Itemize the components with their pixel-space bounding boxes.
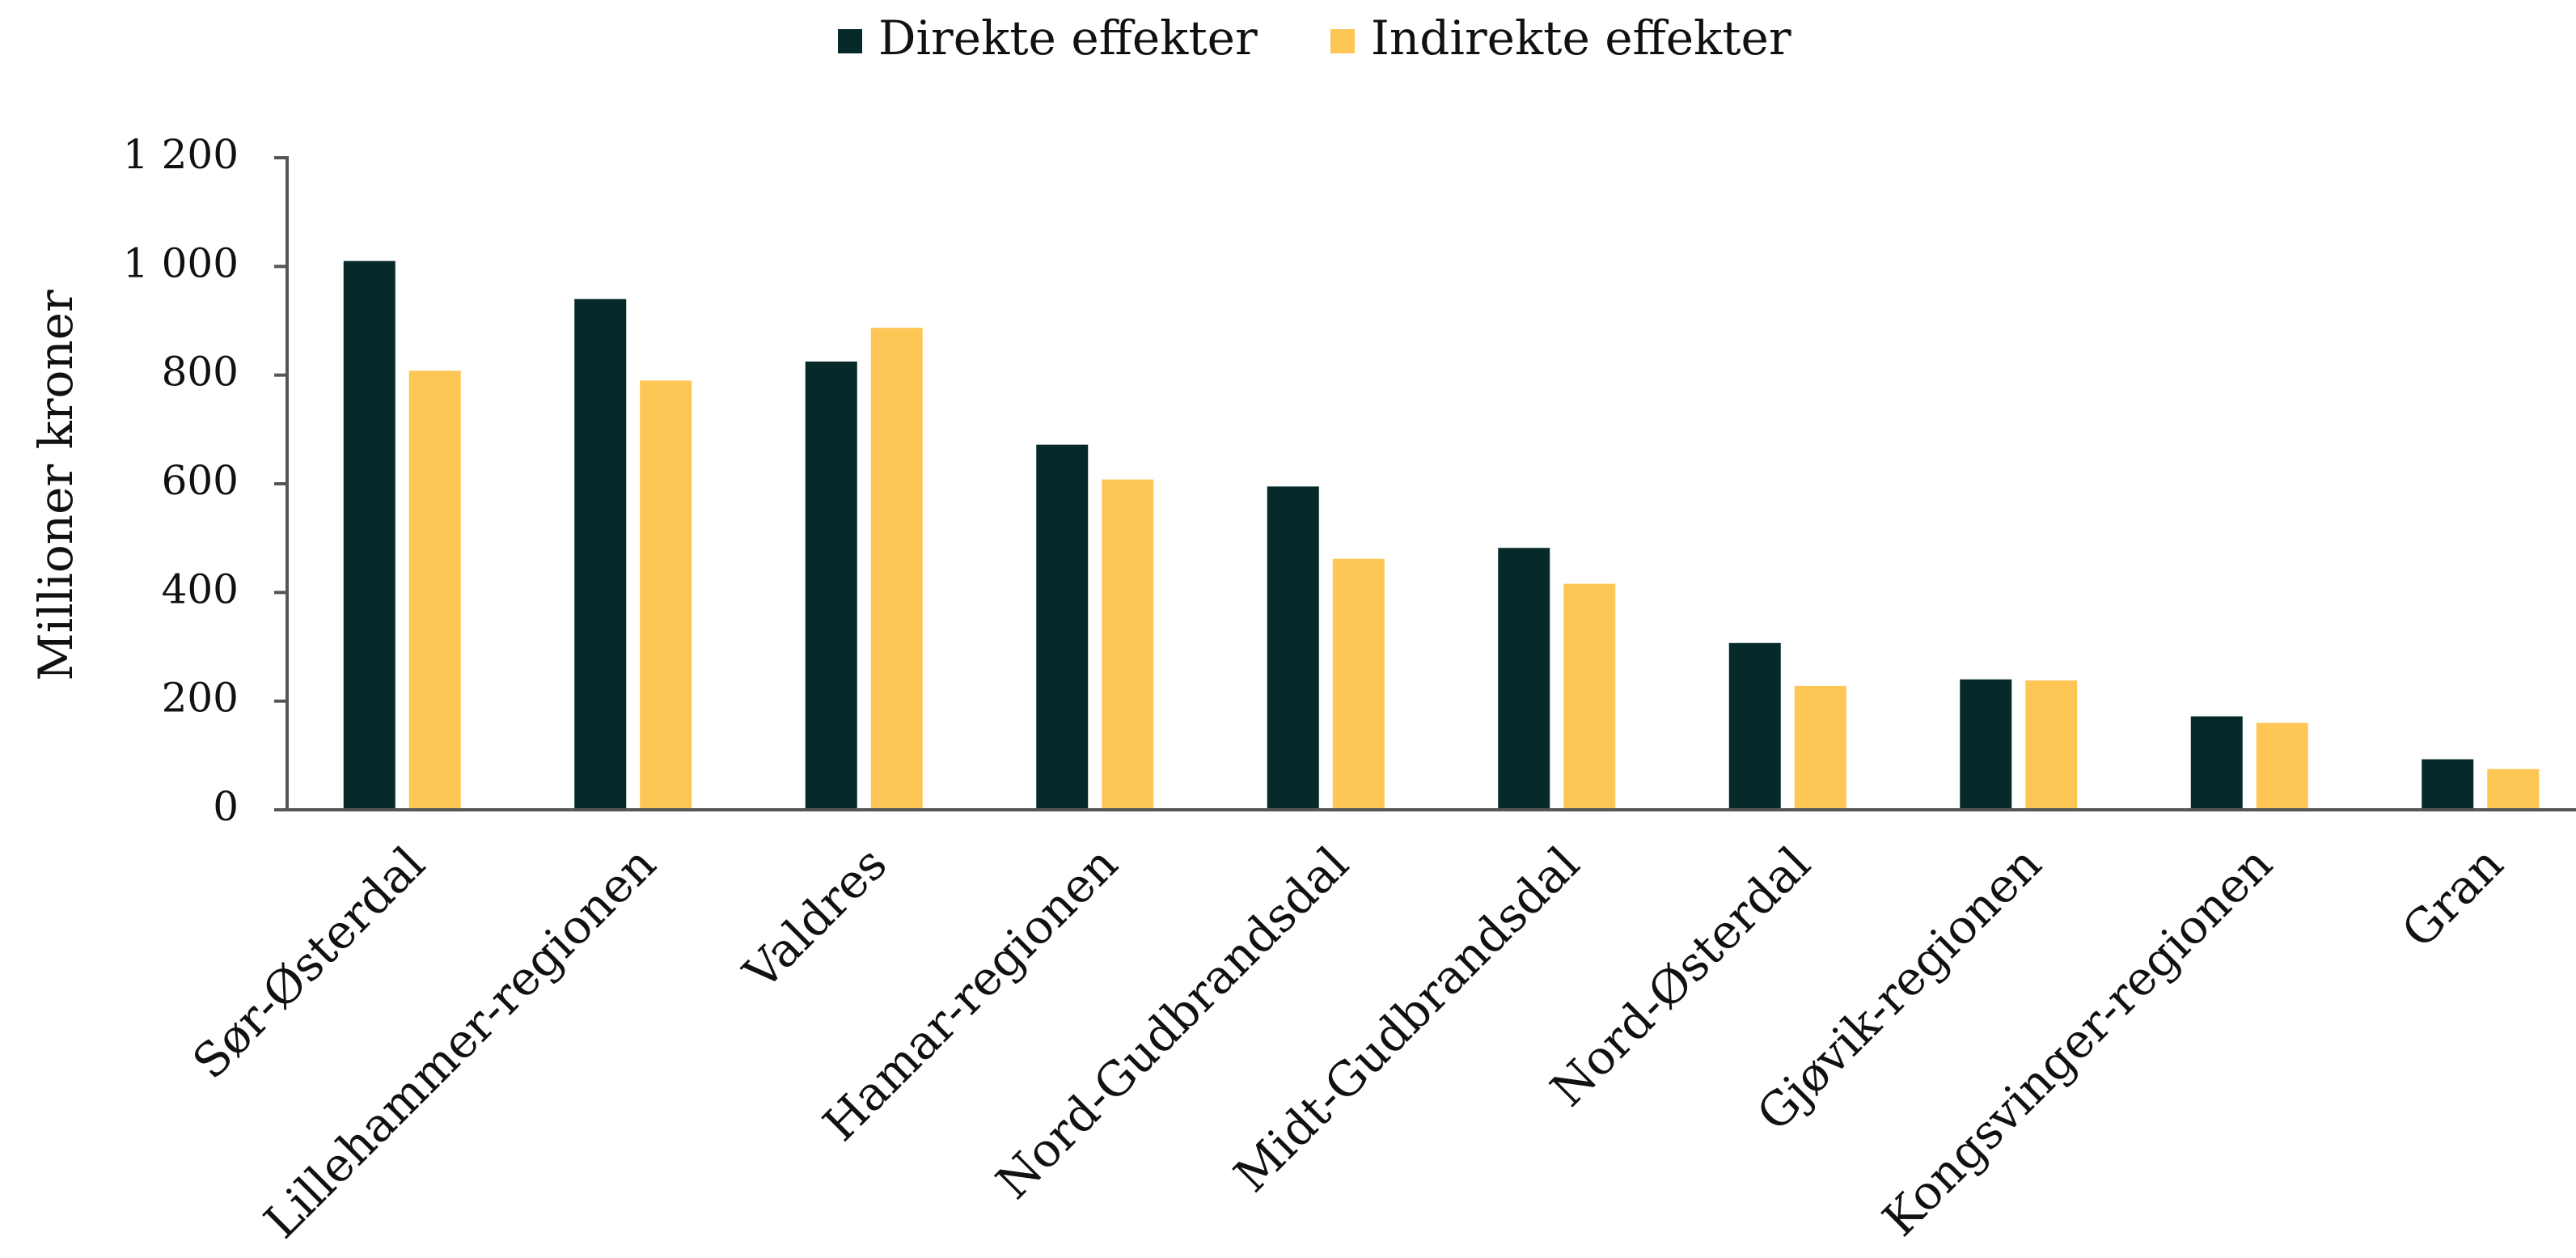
bar (343, 260, 395, 810)
legend-label: Indirekte effekter (1371, 11, 1791, 66)
x-tick-label: Sør-Østerdal (182, 836, 435, 1089)
bar (574, 299, 627, 811)
x-tick-label: Gran (2391, 836, 2513, 958)
bar (2256, 722, 2308, 810)
y-tick-label: 600 (162, 457, 239, 504)
bar (2487, 769, 2540, 810)
y-tick-label: 1 200 (123, 131, 239, 178)
y-tick-label: 0 (213, 783, 239, 830)
bar (1794, 685, 1846, 810)
y-tick-label: 200 (162, 675, 239, 722)
y-tick-label: 1 000 (123, 239, 239, 286)
bar (1498, 548, 1550, 810)
bar (1728, 642, 1781, 810)
x-tick-label: Valdres (733, 836, 897, 1000)
bar (1960, 679, 2012, 810)
y-tick-label: 400 (162, 565, 239, 612)
x-tick-label: Kongsvinger-regionen (1872, 836, 2283, 1247)
bar (1102, 479, 1154, 810)
legend-label: Direkte effekter (878, 11, 1258, 66)
bar (640, 380, 692, 811)
bar (1332, 558, 1385, 810)
bar (1036, 444, 1089, 810)
bar (2025, 680, 2078, 810)
y-tick-label: 800 (162, 349, 239, 396)
y-axis-title: Millioner kroner (28, 290, 83, 681)
bar (1267, 486, 1319, 810)
bar (408, 371, 461, 810)
bar (1563, 583, 1616, 810)
legend-swatch (1330, 29, 1355, 53)
bar (2190, 716, 2243, 810)
x-tick-label: Lillehammer-regionen (253, 836, 666, 1248)
bar (2422, 759, 2474, 810)
bar (805, 361, 857, 810)
bar (870, 328, 923, 810)
legend-swatch (838, 29, 862, 53)
